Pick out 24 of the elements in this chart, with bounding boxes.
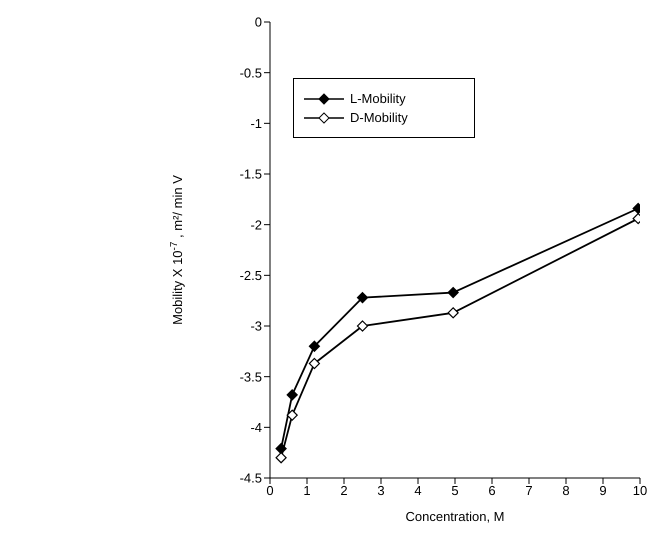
y-tick-label: -4 bbox=[250, 420, 262, 435]
legend-label: D-Mobility bbox=[350, 110, 408, 125]
y-tick-label: -1.5 bbox=[240, 166, 262, 182]
x-tick-label: 5 bbox=[451, 483, 459, 498]
y-tick-label: -1 bbox=[250, 116, 262, 131]
x-tick-label: 6 bbox=[488, 483, 496, 498]
y-tick-label: -0.5 bbox=[240, 65, 262, 80]
x-tick-label: 10 bbox=[632, 483, 648, 498]
legend-label: L-Mobility bbox=[350, 91, 406, 106]
x-tick-label: 7 bbox=[525, 483, 533, 498]
x-tick-label: 2 bbox=[340, 483, 348, 498]
x-tick-label: 9 bbox=[599, 483, 607, 498]
x-axis-title: Concentration, M bbox=[406, 509, 504, 524]
x-tick-label: 0 bbox=[266, 483, 274, 498]
y-tick-label: -4.5 bbox=[240, 470, 262, 486]
y-tick-label: -3.5 bbox=[240, 369, 262, 384]
x-tick-label: 4 bbox=[414, 483, 422, 498]
x-tick-label: 1 bbox=[303, 483, 311, 498]
y-tick-label: -2 bbox=[250, 217, 262, 232]
y-tick-label: 0 bbox=[254, 14, 262, 30]
x-tick-label: 3 bbox=[377, 483, 385, 498]
x-tick-label: 8 bbox=[562, 483, 570, 498]
y-tick-label: -2.5 bbox=[240, 268, 262, 283]
y-tick-label: -3 bbox=[250, 318, 262, 334]
